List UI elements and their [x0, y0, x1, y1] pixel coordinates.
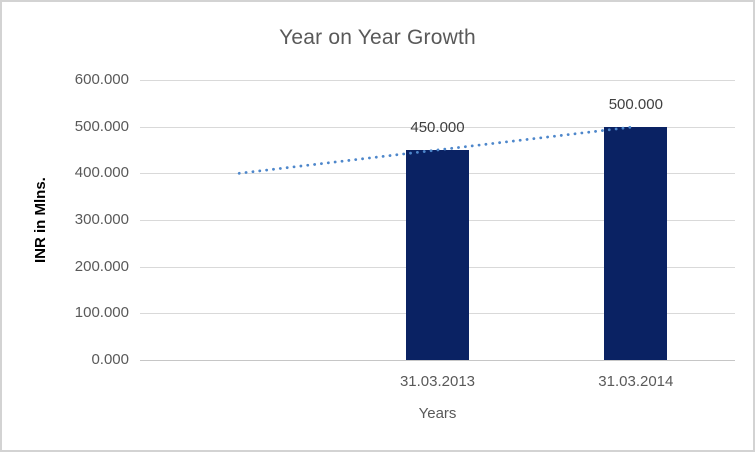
gridline [140, 80, 735, 81]
y-tick-label: 0.000 [91, 351, 129, 368]
x-tick-label: 31.03.2013 [399, 373, 476, 390]
x-tick-label: 31.03.2014 [598, 373, 674, 390]
y-tick-label: 100.000 [74, 304, 129, 322]
y-tick-label: 400.000 [74, 164, 129, 182]
data-label: 450.000 [410, 119, 465, 136]
data-label: 500.000 [608, 95, 663, 113]
trendline-dotted [237, 125, 638, 175]
bar [604, 126, 668, 360]
plot-area: 450.000 500.000 [140, 80, 735, 361]
trendline [237, 125, 638, 175]
y-tick-label: 600.000 [74, 71, 129, 88]
bar [406, 150, 469, 360]
y-tick-label: 200.000 [74, 257, 129, 275]
x-axis-title: Years [418, 405, 457, 422]
y-tick-label: 500.000 [74, 117, 129, 135]
chart-title: Year on Year Growth [279, 26, 476, 49]
x-axis-line [140, 360, 735, 361]
gridline [140, 126, 735, 128]
y-tick-label: 300.000 [74, 211, 129, 228]
